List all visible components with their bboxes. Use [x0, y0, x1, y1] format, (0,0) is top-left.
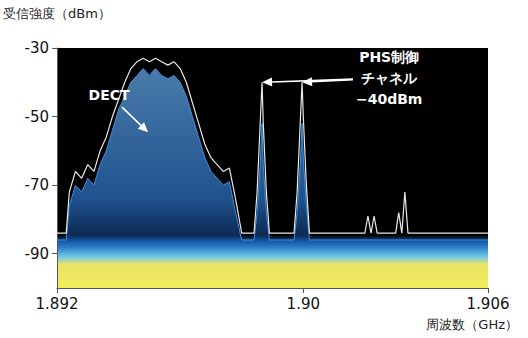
svg-text:-70: -70 [25, 176, 50, 194]
svg-text:1.906: 1.906 [467, 295, 510, 313]
svg-text:-30: -30 [25, 39, 50, 57]
svg-text:受信強度（dBm）: 受信強度（dBm） [3, 6, 111, 21]
svg-text:PHS制御: PHS制御 [359, 49, 419, 65]
svg-text:1.892: 1.892 [36, 295, 79, 313]
svg-text:−40dBm: −40dBm [356, 91, 423, 107]
svg-text:-50: -50 [25, 108, 50, 126]
svg-text:DECT: DECT [89, 87, 130, 103]
svg-text:チャネル: チャネル [361, 70, 418, 86]
svg-text:周波数（GHz）: 周波数（GHz） [426, 317, 518, 332]
svg-text:1.90: 1.90 [287, 295, 320, 313]
svg-text:-90: -90 [25, 245, 50, 263]
